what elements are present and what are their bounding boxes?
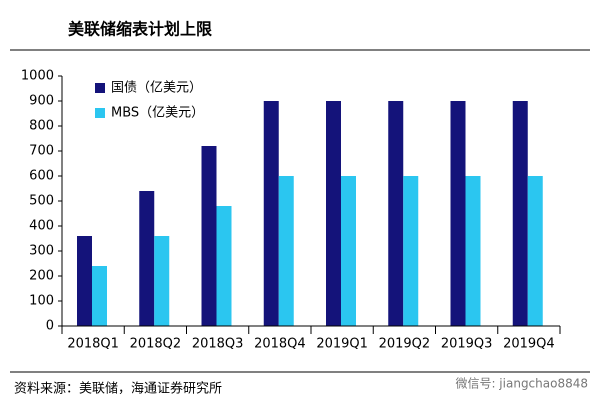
- bar: [216, 206, 232, 326]
- legend-label: 国债（亿美元）: [111, 81, 202, 96]
- legend-swatch: [95, 83, 105, 93]
- bar: [388, 101, 404, 326]
- bar: [465, 176, 481, 326]
- y-tick-label: 1000: [21, 69, 54, 84]
- bar: [77, 236, 92, 326]
- x-tick-label: 2018Q2: [130, 337, 182, 352]
- bar: [341, 176, 356, 326]
- bar: [403, 176, 419, 326]
- x-tick-label: 2018Q3: [192, 337, 244, 352]
- y-tick-label: 800: [29, 119, 54, 134]
- chart-title: 美联储缩表计划上限: [68, 20, 213, 39]
- y-tick-label: 500: [29, 194, 54, 209]
- x-tick-label: 2018Q1: [67, 337, 119, 352]
- watermark: 微信号: jiangchao8848: [455, 377, 588, 391]
- bar: [512, 101, 528, 326]
- source: 资料来源：美联储，海通证券研究所: [14, 381, 222, 397]
- y-tick-label: 600: [29, 169, 54, 184]
- x-tick-label: 2019Q2: [379, 337, 431, 352]
- y-tick-label: 200: [29, 269, 54, 284]
- x-tick-label: 2018Q4: [254, 337, 306, 352]
- y-tick-label: 400: [29, 219, 54, 234]
- y-tick-label: 100: [29, 294, 54, 309]
- x-tick-label: 2019Q3: [441, 337, 493, 352]
- y-tick-label: 0: [46, 319, 54, 334]
- bar: [201, 146, 217, 326]
- bar: [527, 176, 543, 326]
- bar: [326, 101, 341, 326]
- legend-swatch: [95, 108, 105, 118]
- bar: [450, 101, 466, 326]
- x-tick-label: 2019Q4: [503, 337, 555, 352]
- bar: [263, 101, 279, 326]
- legend-label: MBS（亿美元）: [111, 106, 204, 121]
- y-tick-label: 900: [29, 94, 54, 109]
- bar: [278, 176, 294, 326]
- bar: [92, 266, 107, 326]
- y-tick-label: 700: [29, 144, 54, 159]
- y-tick-label: 300: [29, 244, 54, 259]
- bar: [139, 191, 155, 326]
- x-tick-label: 2019Q1: [316, 337, 368, 352]
- bar: [154, 236, 170, 326]
